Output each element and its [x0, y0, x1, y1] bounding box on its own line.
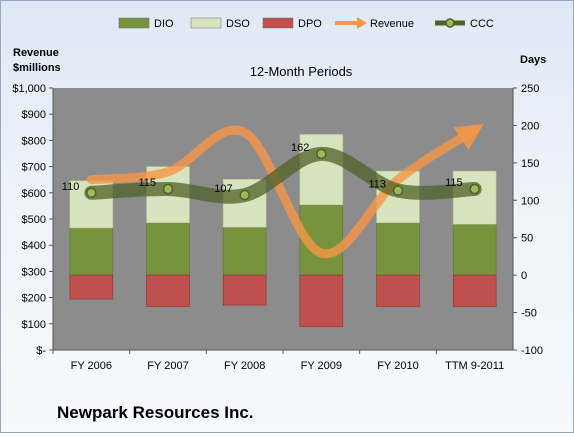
ccc-point: [392, 185, 404, 196]
bar-dpo: [146, 274, 190, 307]
bar-dio: [376, 222, 420, 276]
right-axis-tick-label: 100: [521, 195, 539, 207]
legend: DIO DSO DPO Revenue CCC: [118, 17, 494, 30]
ccc-data-label: 113: [368, 179, 386, 191]
left-axis-tick-label: $-: [36, 345, 46, 357]
right-axis-label: Days: [520, 54, 546, 66]
bar-dso: [452, 170, 497, 225]
ccc-point: [86, 187, 97, 199]
legend-swatch: [262, 17, 294, 29]
legend-label: CCC: [470, 18, 494, 30]
legend-label: DSO: [226, 18, 250, 30]
left-axis-tick-label: $700: [22, 162, 46, 174]
bar-dpo: [299, 274, 344, 328]
chart-title: 12-Month Periods: [250, 64, 353, 79]
left-axis-tick-label: $600: [22, 188, 46, 200]
legend-swatch: [118, 17, 150, 29]
bar-dio: [222, 226, 267, 276]
bar-dio: [69, 227, 114, 276]
right-axis-tick-label: -50: [521, 308, 537, 320]
revenue-line: [86, 124, 484, 259]
left-axis-tick-label: $200: [22, 293, 46, 305]
legend-swatch: [190, 17, 222, 29]
x-axis-tick-label: FY 2009: [301, 360, 342, 372]
bar-dpo: [69, 274, 114, 300]
left-axis-tick-label: $500: [22, 214, 46, 226]
x-axis-tick-label: FY 2010: [377, 360, 418, 372]
ccc-data-label: 115: [445, 177, 463, 189]
left-axis-tick-label: $900: [22, 109, 46, 121]
x-axis-tick-label: FY 2008: [224, 360, 265, 372]
right-axis-tick-label: 150: [521, 158, 539, 170]
left-axis-tick-label: $1,000: [12, 83, 46, 95]
legend-swatch-marker: [445, 18, 455, 28]
axes-layer: $- $100 $200 $300 $400 $500 $600 $700 $800 $900 $1…: [12, 83, 543, 372]
x-axis-tick-label: FY 2007: [147, 360, 188, 372]
left-axis-label-line1: Revenue: [13, 47, 59, 59]
plot-layer: 110 115 107 162 113 115: [62, 124, 497, 328]
bar-dso: [299, 134, 344, 206]
right-axis-tick-label: 250: [521, 83, 539, 95]
bar-dio: [452, 223, 497, 276]
bar-dpo: [222, 274, 267, 306]
left-axis-label-line2: $millions: [13, 62, 61, 74]
legend-swatch-arrow: [357, 17, 367, 29]
right-axis-tick-label: 200: [521, 120, 539, 132]
legend-label: DPO: [298, 18, 322, 30]
ccc-data-label: 107: [214, 183, 232, 195]
x-axis-tick-label: TTM 9-2011: [445, 360, 504, 372]
bar-dio: [146, 222, 190, 276]
company-name: Newpark Resources Inc.: [57, 403, 254, 422]
bar-dpo: [452, 274, 497, 307]
ccc-point: [162, 183, 174, 195]
bar-dpo: [376, 274, 420, 307]
ccc-data-label: 110: [62, 181, 80, 193]
left-axis-tick-label: $300: [22, 266, 46, 278]
right-axis-tick-label: 50: [521, 233, 533, 245]
ccc-point: [239, 189, 250, 201]
ccc-point: [469, 183, 480, 195]
left-axis-tick-label: $100: [22, 319, 46, 331]
legend-label: Revenue: [370, 18, 414, 30]
ccc-point: [316, 148, 327, 160]
left-axis-tick-label: $800: [22, 135, 46, 147]
x-axis-tick-label: FY 2006: [71, 360, 112, 372]
ccc-data-label: 115: [138, 177, 156, 189]
plot-area: [53, 88, 513, 350]
left-axis-tick-label: $400: [22, 240, 46, 252]
right-axis-tick-label: -100: [521, 345, 543, 357]
legend-label: DIO: [154, 18, 174, 30]
ccc-data-label: 162: [291, 142, 309, 154]
right-axis-tick-label: 0: [521, 270, 527, 282]
